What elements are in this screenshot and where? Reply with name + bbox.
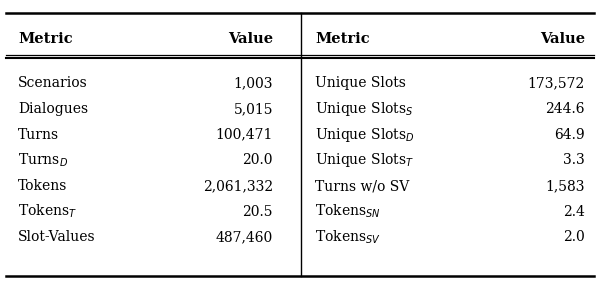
Text: Dialogues: Dialogues	[18, 102, 88, 116]
Text: 64.9: 64.9	[554, 128, 585, 142]
Text: Slot-Values: Slot-Values	[18, 230, 95, 244]
Text: Unique Slots: Unique Slots	[315, 76, 406, 90]
Text: 487,460: 487,460	[216, 230, 273, 244]
Text: 173,572: 173,572	[528, 76, 585, 90]
Text: Value: Value	[540, 32, 585, 46]
Text: Tokens$_{SN}$: Tokens$_{SN}$	[315, 203, 380, 220]
Text: Unique Slots$_S$: Unique Slots$_S$	[315, 100, 413, 118]
Text: Tokens$_T$: Tokens$_T$	[18, 203, 77, 220]
Text: 3.3: 3.3	[563, 153, 585, 167]
Text: Metric: Metric	[315, 32, 370, 46]
Text: 20.5: 20.5	[242, 205, 273, 219]
Text: 20.0: 20.0	[242, 153, 273, 167]
Text: 5,015: 5,015	[233, 102, 273, 116]
Text: Scenarios: Scenarios	[18, 76, 88, 90]
Text: 100,471: 100,471	[215, 128, 273, 142]
Text: Turns: Turns	[18, 128, 59, 142]
Text: 2,061,332: 2,061,332	[203, 179, 273, 193]
Text: 2.0: 2.0	[563, 230, 585, 244]
Text: Unique Slots$_T$: Unique Slots$_T$	[315, 151, 414, 169]
Text: Turns w/o SV: Turns w/o SV	[315, 179, 409, 193]
Text: 2.4: 2.4	[563, 205, 585, 219]
Text: 1,003: 1,003	[233, 76, 273, 90]
Text: Turns$_D$: Turns$_D$	[18, 152, 68, 169]
Text: Tokens$_{SV}$: Tokens$_{SV}$	[315, 229, 381, 246]
Text: Unique Slots$_D$: Unique Slots$_D$	[315, 126, 415, 144]
Text: 244.6: 244.6	[545, 102, 585, 116]
Text: Metric: Metric	[18, 32, 73, 46]
Text: Value: Value	[228, 32, 273, 46]
Text: Tokens: Tokens	[18, 179, 67, 193]
Text: 1,583: 1,583	[545, 179, 585, 193]
